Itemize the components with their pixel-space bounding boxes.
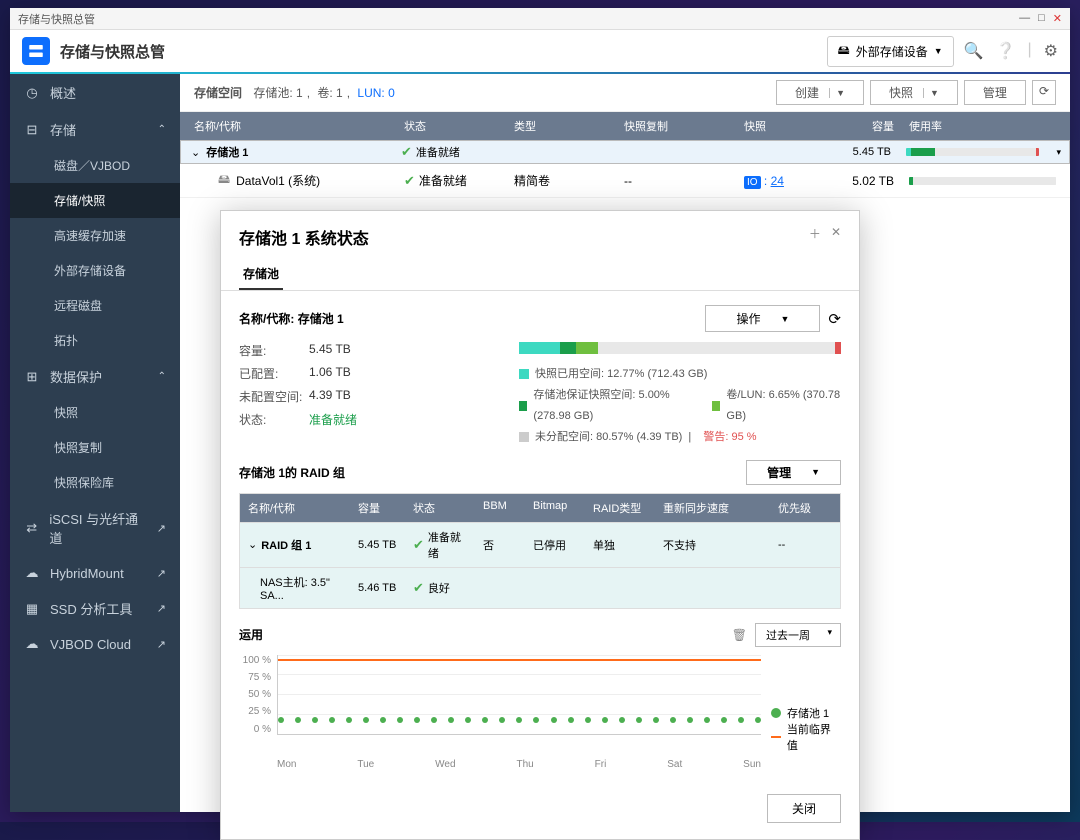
external-link-icon: ↗ bbox=[157, 602, 166, 615]
table-header: 名称/代称 状态 类型 快照复制 快照 容量 使用率 bbox=[180, 112, 1070, 140]
sidebar-item-1[interactable]: 存储/快照 bbox=[10, 183, 180, 218]
titlebar[interactable]: 存储与快照总管 — □ ✕ bbox=[10, 8, 1070, 30]
tab-pool[interactable]: 存储池 bbox=[239, 259, 283, 290]
external-storage-button[interactable]: 🖴 外部存储设备 ▼ bbox=[827, 36, 954, 67]
legend: 快照已用空间: 12.77% (712.43 GB) 存储池保证快照空间: 5.… bbox=[519, 364, 841, 448]
modal-title: 存储池 1 系统状态 bbox=[239, 225, 369, 249]
storage-icon: ⊟ bbox=[24, 122, 40, 138]
sidebar-item-5[interactable]: 拓扑 bbox=[10, 323, 180, 358]
sidebar-item-overview[interactable]: ◷概述 bbox=[10, 74, 180, 111]
chevron-up-icon: ⌃ bbox=[158, 124, 166, 135]
search-icon[interactable]: 🔍 bbox=[964, 41, 984, 61]
sidebar-protect-1[interactable]: 快照复制 bbox=[10, 430, 180, 465]
period-select[interactable]: 过去一周 bbox=[755, 623, 841, 647]
pool-name-label: 名称/代称: 存储池 1 bbox=[239, 310, 344, 327]
check-icon: ✔ bbox=[413, 580, 424, 596]
app-icon bbox=[22, 37, 50, 65]
titlebar-title: 存储与快照总管 bbox=[18, 11, 95, 27]
sidebar-item-0[interactable]: 磁盘／VJBOD bbox=[10, 148, 180, 183]
sidebar-item-3[interactable]: 外部存储设备 bbox=[10, 253, 180, 288]
sidebar-item-ssd[interactable]: ▦SSD 分析工具↗ bbox=[10, 590, 180, 627]
chevron-up-icon: ⌃ bbox=[158, 371, 166, 382]
check-icon: ✔ bbox=[404, 173, 415, 189]
capacity-bar bbox=[519, 342, 841, 354]
external-link-icon: ↗ bbox=[157, 522, 166, 535]
usage-bar bbox=[909, 177, 1056, 185]
dashboard-icon: ◷ bbox=[24, 85, 40, 101]
action-button[interactable]: 操作▼ bbox=[705, 305, 820, 332]
chip-icon: ▦ bbox=[24, 601, 40, 617]
app-header: 存储与快照总管 🖴 外部存储设备 ▼ 🔍 ❔ | ⚙ bbox=[10, 30, 1070, 74]
external-link-icon: ↗ bbox=[157, 567, 166, 580]
raid-table: 名称/代称 容量 状态 BBM Bitmap RAID类型 重新同步速度 优先级… bbox=[239, 493, 841, 609]
sidebar-item-vjbod[interactable]: ☁VJBOD Cloud↗ bbox=[10, 627, 180, 661]
close-icon[interactable]: ✕ bbox=[831, 225, 841, 249]
watermark: 值 什么值得买 bbox=[910, 772, 1068, 810]
cloud-icon: ☁ bbox=[24, 565, 40, 581]
usage-bar bbox=[906, 148, 1039, 156]
sidebar-protect-0[interactable]: 快照 bbox=[10, 395, 180, 430]
maximize-button[interactable]: □ bbox=[1038, 12, 1045, 25]
table-row-volume[interactable]: 🖴DataVol1 (系统) ✔准备就绪 精简卷 -- IO : 24 5.02… bbox=[180, 164, 1070, 198]
link-icon: ⇄ bbox=[24, 520, 39, 536]
help-icon[interactable]: ❔ bbox=[996, 41, 1016, 61]
app-title: 存储与快照总管 bbox=[60, 41, 165, 62]
sidebar: ◷概述 ⊟存储⌃ 磁盘／VJBOD存储/快照高速缓存加速外部存储设备远程磁盘拓扑… bbox=[10, 74, 180, 812]
expand-icon[interactable]: ＋ bbox=[809, 225, 821, 249]
sidebar-item-2[interactable]: 高速缓存加速 bbox=[10, 218, 180, 253]
close-button[interactable]: ✕ bbox=[1053, 12, 1062, 25]
gear-icon[interactable]: ⚙ bbox=[1044, 41, 1058, 61]
external-link-icon: ↗ bbox=[157, 638, 166, 651]
window-controls: — □ ✕ bbox=[1019, 12, 1062, 25]
sidebar-item-storage[interactable]: ⊟存储⌃ bbox=[10, 111, 180, 148]
create-button[interactable]: 创建▼ bbox=[776, 80, 864, 105]
chevron-down-icon: ⌄ bbox=[248, 538, 257, 551]
drive-icon: 🖴 bbox=[218, 170, 230, 191]
sidebar-item-protection[interactable]: ⊞数据保护⌃ bbox=[10, 358, 180, 395]
table-row-pool[interactable]: ⌄存储池 1 ✔准备就绪 5.45 TB bbox=[180, 140, 1070, 164]
trash-icon[interactable]: 🗑 bbox=[732, 628, 747, 642]
snapshot-button[interactable]: 快照▼ bbox=[870, 80, 958, 105]
usage-chart: 运用 🗑 过去一周 100 %75 %50 %25 %0 % 存储池 1 bbox=[239, 623, 841, 770]
refresh-icon[interactable]: ⟳ bbox=[828, 310, 841, 328]
shield-icon: ⊞ bbox=[24, 369, 40, 385]
check-icon: ✔ bbox=[401, 144, 412, 160]
sidebar-item-hybridmount[interactable]: ☁HybridMount↗ bbox=[10, 556, 180, 590]
raid-row[interactable]: ⌄RAID 组 1 5.45 TB ✔准备就绪 否 已停用 单独 不支持 -- bbox=[240, 522, 840, 567]
sidebar-item-4[interactable]: 远程磁盘 bbox=[10, 288, 180, 323]
toolbar: 存储空间 存储池: 1, 卷: 1, LUN: 0 创建▼ 快照▼ 管理 ⟳ bbox=[180, 74, 1070, 112]
raid-manage-button[interactable]: 管理▼ bbox=[746, 460, 841, 485]
raid-row[interactable]: NAS主机: 3.5" SA... 5.46 TB ✔良好 bbox=[240, 567, 840, 608]
threshold-line bbox=[278, 659, 761, 661]
snapshot-count[interactable]: IO : 24 bbox=[744, 174, 824, 188]
close-button[interactable]: 关闭 bbox=[767, 794, 841, 823]
cloud-icon: ☁ bbox=[24, 636, 40, 652]
chart-plot bbox=[277, 655, 761, 735]
manage-button[interactable]: 管理 bbox=[964, 80, 1026, 105]
minimize-button[interactable]: — bbox=[1019, 12, 1030, 25]
sidebar-item-iscsi[interactable]: ⇄iSCSI 与光纤通道↗ bbox=[10, 500, 180, 556]
drive-icon: 🖴 bbox=[838, 41, 850, 62]
check-icon: ✔ bbox=[413, 537, 424, 553]
chevron-down-icon: ⌄ bbox=[191, 146, 200, 159]
sidebar-protect-2[interactable]: 快照保险库 bbox=[10, 465, 180, 500]
modal-pool-status: 存储池 1 系统状态 ＋✕ 存储池 名称/代称: 存储池 1 操作▼ ⟳ 容量:… bbox=[220, 210, 860, 840]
refresh-button[interactable]: ⟳ bbox=[1032, 80, 1056, 105]
